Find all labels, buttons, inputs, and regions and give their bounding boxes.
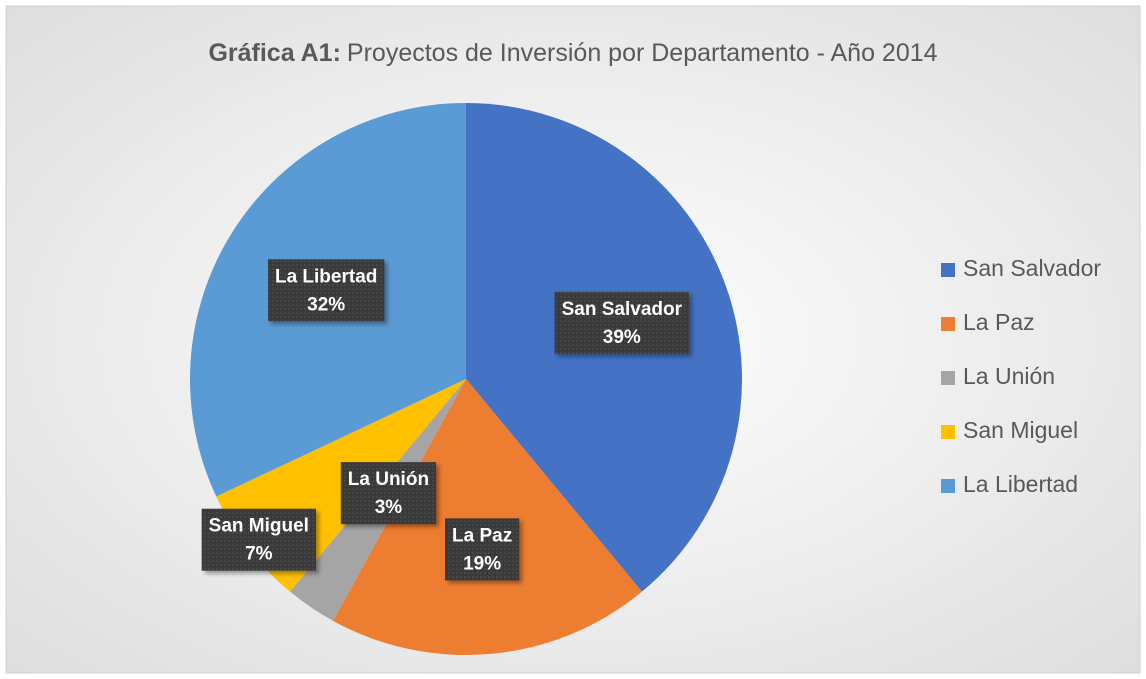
legend-label: La Libertad — [963, 471, 1078, 497]
title-text: Proyectos de Inversión por Departamento … — [347, 39, 938, 67]
title-label: Gráfica A1: — [208, 39, 340, 67]
data-label-value: 19% — [463, 553, 501, 574]
data-label-box — [267, 259, 385, 322]
chart-title: Gráfica A1: Proyectos de Inversión por De… — [208, 39, 937, 67]
data-label-name: La Paz — [452, 525, 512, 546]
legend-label: San Salvador — [963, 255, 1101, 281]
legend-label: San Miguel — [963, 417, 1078, 443]
legend-label: La Paz — [963, 309, 1035, 335]
data-label-box — [201, 508, 316, 571]
legend-label: La Unión — [963, 363, 1055, 389]
data-label: La Paz 19% — [445, 518, 520, 581]
legend-swatch — [941, 371, 955, 385]
data-label: La Unión 3% — [340, 462, 437, 525]
data-label: San Miguel 7% — [201, 508, 316, 571]
data-label-name: La Unión — [348, 469, 429, 490]
data-label-value: 3% — [375, 497, 403, 518]
data-label-box — [445, 518, 520, 581]
data-label-name: San Salvador — [562, 299, 683, 320]
data-label-value: 7% — [245, 544, 273, 565]
data-label-box — [340, 462, 437, 525]
legend-swatch — [941, 263, 955, 277]
data-label-box — [554, 291, 690, 354]
legend-swatch — [941, 479, 955, 493]
data-label-value: 32% — [307, 294, 345, 315]
legend-swatch — [941, 317, 955, 331]
data-label-name: San Miguel — [209, 516, 309, 537]
pie-slice — [333, 379, 642, 655]
legend-swatch — [941, 425, 955, 439]
data-label: San Salvador 39% — [554, 291, 690, 354]
data-label-value: 39% — [603, 327, 641, 348]
data-label-name: La Libertad — [275, 266, 377, 287]
data-label: La Libertad 32% — [267, 259, 385, 322]
